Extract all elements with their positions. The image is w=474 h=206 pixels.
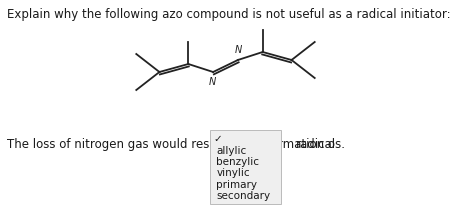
Text: Explain why the following azo compound is not useful as a radical initiator:: Explain why the following azo compound i… (7, 8, 450, 21)
Text: ✓: ✓ (213, 134, 222, 144)
Text: secondary: secondary (217, 191, 271, 201)
Text: N: N (209, 77, 216, 87)
FancyBboxPatch shape (210, 130, 281, 204)
Text: The loss of nitrogen gas would result in the formation o: The loss of nitrogen gas would result in… (7, 138, 335, 151)
Text: N: N (235, 45, 242, 55)
Text: allylic: allylic (217, 146, 246, 156)
Text: radicals.: radicals. (296, 138, 346, 151)
Text: vinylic: vinylic (217, 168, 250, 178)
Text: primary: primary (217, 180, 257, 190)
Text: benzylic: benzylic (217, 157, 259, 167)
